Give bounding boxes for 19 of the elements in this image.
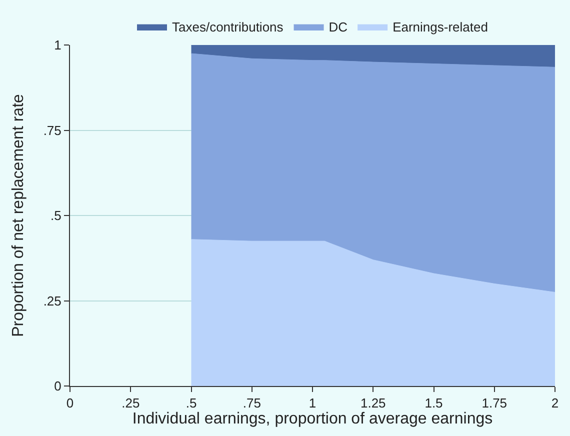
x-tick-label: 1.75 bbox=[482, 396, 508, 411]
x-tick-label: .5 bbox=[186, 396, 197, 411]
x-tick-label: .25 bbox=[122, 396, 140, 411]
x-tick-label: 1.25 bbox=[360, 396, 386, 411]
y-tick-label: 0 bbox=[54, 378, 62, 394]
y-tick-label: 1 bbox=[54, 38, 62, 53]
y-axis-title: Proportion of net replacement rate bbox=[10, 94, 28, 337]
x-tick-label: 1 bbox=[308, 396, 316, 411]
legend-label: Earnings-related bbox=[392, 20, 488, 35]
legend-label: DC bbox=[328, 20, 348, 35]
x-tick-label: .75 bbox=[242, 396, 261, 411]
y-tick-label: .5 bbox=[50, 208, 62, 224]
x-tick-label: 0 bbox=[66, 396, 74, 411]
x-tick-label: 2 bbox=[551, 396, 559, 411]
legend-label: Taxes/contributions bbox=[172, 20, 284, 35]
y-tick-label: .25 bbox=[43, 293, 62, 308]
x-tick-label: 1.5 bbox=[424, 396, 443, 411]
y-tick-label: .75 bbox=[43, 122, 62, 138]
x-axis-title: Individual earnings, proportion of average earnings bbox=[132, 410, 493, 428]
